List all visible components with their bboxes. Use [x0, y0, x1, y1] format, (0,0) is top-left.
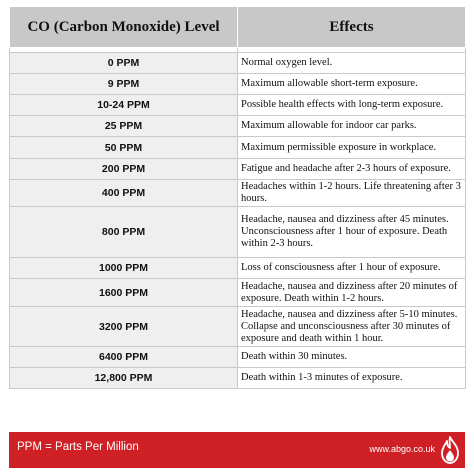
flame-icon	[441, 436, 459, 464]
co-level-cell: 50 PPM	[9, 136, 238, 159]
co-level-cell: 9 PPM	[9, 73, 238, 95]
table-row: 25 PPM Maximum allowable for indoor car …	[9, 115, 466, 137]
effect-cell: Headache, nausea and dizziness after 5-1…	[237, 306, 466, 347]
table-row: 50 PPM Maximum permissible exposure in w…	[9, 136, 466, 159]
co-level-cell: 25 PPM	[9, 115, 238, 137]
co-level-cell: 200 PPM	[9, 158, 238, 180]
effect-cell: Headaches within 1-2 hours. Life threate…	[237, 179, 466, 207]
table-header-row: CO (Carbon Monoxide) Level Effects	[9, 6, 466, 48]
co-level-cell: 800 PPM	[9, 206, 238, 258]
effects-column-header: Effects	[237, 6, 466, 48]
co-level-cell: 6400 PPM	[9, 346, 238, 368]
co-level-cell: 0 PPM	[9, 52, 238, 74]
effect-cell: Possible health effects with long-term e…	[237, 94, 466, 116]
effect-cell: Death within 30 minutes.	[237, 346, 466, 368]
effect-cell: Death within 1-3 minutes of exposure.	[237, 367, 466, 389]
table-row: 12,800 PPM Death within 1-3 minutes of e…	[9, 367, 466, 389]
effect-cell: Maximum allowable short-term exposure.	[237, 73, 466, 95]
effect-cell: Maximum allowable for indoor car parks.	[237, 115, 466, 137]
effect-cell: Maximum permissible exposure in workplac…	[237, 136, 466, 159]
effect-cell: Loss of consciousness after 1 hour of ex…	[237, 257, 466, 279]
co-level-cell: 12,800 PPM	[9, 367, 238, 389]
table-row: 0 PPM Normal oxygen level.	[9, 52, 466, 74]
table-row: 400 PPM Headaches within 1-2 hours. Life…	[9, 179, 466, 207]
table-row: 10-24 PPM Possible health effects with l…	[9, 94, 466, 116]
co-levels-table: CO (Carbon Monoxide) Level Effects 0 PPM…	[9, 6, 466, 389]
effect-cell: Headache, nausea and dizziness after 45 …	[237, 206, 466, 258]
table-row: 6400 PPM Death within 30 minutes.	[9, 346, 466, 368]
table-row: 3200 PPM Headache, nausea and dizziness …	[9, 306, 466, 347]
footer-bar: PPM = Parts Per Million www.abgo.co.uk	[9, 432, 465, 468]
co-level-cell: 400 PPM	[9, 179, 238, 207]
table-row: 9 PPM Maximum allowable short-term expos…	[9, 73, 466, 95]
level-column-header: CO (Carbon Monoxide) Level	[9, 6, 238, 48]
co-level-cell: 3200 PPM	[9, 306, 238, 347]
ppm-legend: PPM = Parts Per Million	[17, 441, 139, 453]
table-row: 1000 PPM Loss of consciousness after 1 h…	[9, 257, 466, 279]
effect-cell: Normal oxygen level.	[237, 52, 466, 74]
co-level-cell: 1000 PPM	[9, 257, 238, 279]
table-row: 800 PPM Headache, nausea and dizziness a…	[9, 206, 466, 258]
effect-cell: Fatigue and headache after 2-3 hours of …	[237, 158, 466, 180]
co-level-cell: 10-24 PPM	[9, 94, 238, 116]
table-row: 1600 PPM Headache, nausea and dizziness …	[9, 278, 466, 307]
effect-cell: Headache, nausea and dizziness after 20 …	[237, 278, 466, 307]
table-row: 200 PPM Fatigue and headache after 2-3 h…	[9, 158, 466, 180]
website-link[interactable]: www.abgo.co.uk	[369, 444, 435, 454]
co-level-cell: 1600 PPM	[9, 278, 238, 307]
